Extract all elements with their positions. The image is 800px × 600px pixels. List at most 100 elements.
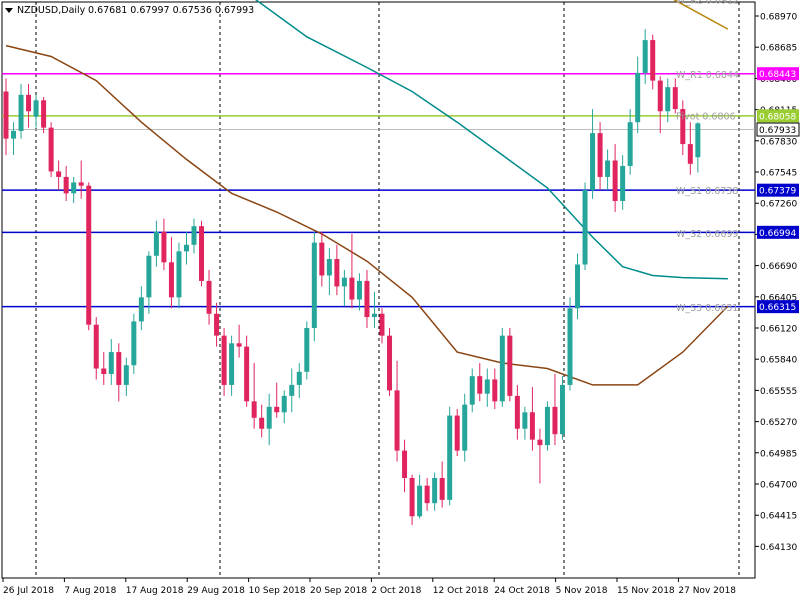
candle-body[interactable]	[424, 485, 430, 504]
candle-body[interactable]	[146, 255, 152, 298]
candle-body[interactable]	[18, 94, 24, 131]
candle-body[interactable]	[138, 297, 144, 322]
candle-body[interactable]	[108, 352, 114, 374]
candle-body[interactable]	[319, 242, 325, 276]
candle-body[interactable]	[304, 328, 310, 372]
candle-body[interactable]	[650, 40, 656, 81]
x-axis-label: 5 Nov 2018	[556, 586, 608, 596]
candle-body[interactable]	[236, 343, 242, 347]
candle-body[interactable]	[529, 412, 535, 440]
candle-body[interactable]	[26, 94, 32, 112]
candle-body[interactable]	[627, 122, 633, 166]
candle-body[interactable]	[642, 40, 648, 73]
candle-body[interactable]	[251, 401, 257, 418]
candle-body[interactable]	[11, 130, 17, 139]
candle-body[interactable]	[514, 395, 520, 429]
candle-body[interactable]	[657, 80, 663, 112]
candle-body[interactable]	[544, 406, 550, 446]
candle-body[interactable]	[484, 379, 490, 394]
candle-body[interactable]	[296, 371, 302, 385]
candle-body[interactable]	[86, 185, 92, 325]
candle-body[interactable]	[123, 365, 129, 385]
candle-body[interactable]	[417, 485, 423, 517]
candle-body[interactable]	[356, 280, 362, 300]
candle-body[interactable]	[274, 406, 280, 413]
candle-body[interactable]	[71, 182, 77, 194]
candle-body[interactable]	[371, 313, 377, 318]
candle-body[interactable]	[48, 127, 54, 172]
candle-body[interactable]	[492, 379, 498, 402]
candle-body[interactable]	[582, 190, 588, 265]
candle-body[interactable]	[454, 415, 460, 451]
candle-body[interactable]	[161, 231, 167, 263]
candle-body[interactable]	[567, 308, 573, 385]
candle-body[interactable]	[183, 244, 189, 252]
candle-body[interactable]	[206, 280, 212, 314]
candle-body[interactable]	[101, 368, 107, 374]
candle-body[interactable]	[605, 160, 611, 177]
price-badge-label: 0.66994	[759, 229, 796, 239]
candle-body[interactable]	[402, 450, 408, 478]
y-axis-tick-label: 0.68685	[760, 44, 797, 54]
candle-body[interactable]	[229, 343, 235, 385]
candle-body[interactable]	[214, 313, 220, 336]
candle-body[interactable]	[78, 182, 84, 186]
candle-body[interactable]	[672, 87, 678, 110]
candle-body[interactable]	[597, 133, 603, 177]
candle-body[interactable]	[191, 226, 197, 245]
candle-body[interactable]	[499, 335, 505, 402]
candle-body[interactable]	[176, 251, 182, 298]
candle-body[interactable]	[394, 390, 400, 451]
candle-body[interactable]	[221, 335, 227, 385]
candle-body[interactable]	[687, 144, 693, 164]
candle-body[interactable]	[334, 259, 340, 287]
candle-body[interactable]	[620, 165, 626, 202]
candle-body[interactable]	[612, 160, 618, 202]
candle-body[interactable]	[575, 264, 581, 309]
candle-body[interactable]	[116, 352, 122, 385]
candle-body[interactable]	[364, 280, 370, 318]
candle-body[interactable]	[537, 439, 543, 446]
x-axis-label: 17 Aug 2018	[126, 586, 184, 596]
candle-body[interactable]	[131, 321, 137, 366]
candle-body[interactable]	[552, 406, 558, 435]
candle-body[interactable]	[281, 395, 287, 413]
candle-body[interactable]	[680, 109, 686, 145]
candle-body[interactable]	[349, 277, 355, 300]
candle-body[interactable]	[153, 231, 159, 256]
candle-body[interactable]	[311, 242, 317, 328]
candle-body[interactable]	[33, 100, 39, 117]
candle-body[interactable]	[387, 335, 393, 391]
candle-body[interactable]	[635, 72, 641, 123]
candle-body[interactable]	[439, 477, 445, 500]
candle-body[interactable]	[409, 477, 415, 517]
candle-body[interactable]	[259, 417, 265, 429]
candle-body[interactable]	[93, 324, 99, 369]
candle-body[interactable]	[432, 477, 438, 504]
candle-body[interactable]	[63, 176, 69, 194]
candle-body[interactable]	[665, 87, 671, 112]
candle-body[interactable]	[695, 123, 701, 158]
candle-body[interactable]	[244, 346, 250, 402]
candle-body[interactable]	[379, 313, 385, 336]
candle-body[interactable]	[168, 262, 174, 298]
candle-body[interactable]	[522, 412, 528, 429]
candle-body[interactable]	[326, 259, 332, 276]
candle-body[interactable]	[266, 406, 272, 429]
collapse-triangle-icon[interactable]	[5, 8, 13, 13]
candle-body[interactable]	[507, 335, 513, 396]
candle-body[interactable]	[41, 100, 47, 128]
candle-body[interactable]	[289, 384, 295, 396]
candle-body[interactable]	[469, 376, 475, 405]
candle-body[interactable]	[447, 415, 453, 500]
candle-body[interactable]	[199, 226, 205, 281]
y-axis-tick-label: 0.65270	[760, 418, 797, 428]
candle-body[interactable]	[462, 404, 468, 451]
candle-body[interactable]	[56, 171, 62, 177]
candle-body[interactable]	[590, 133, 596, 191]
candle-body[interactable]	[341, 277, 347, 287]
candle-body[interactable]	[3, 91, 9, 139]
candle-body[interactable]	[477, 376, 483, 394]
candle-body[interactable]	[559, 384, 565, 435]
